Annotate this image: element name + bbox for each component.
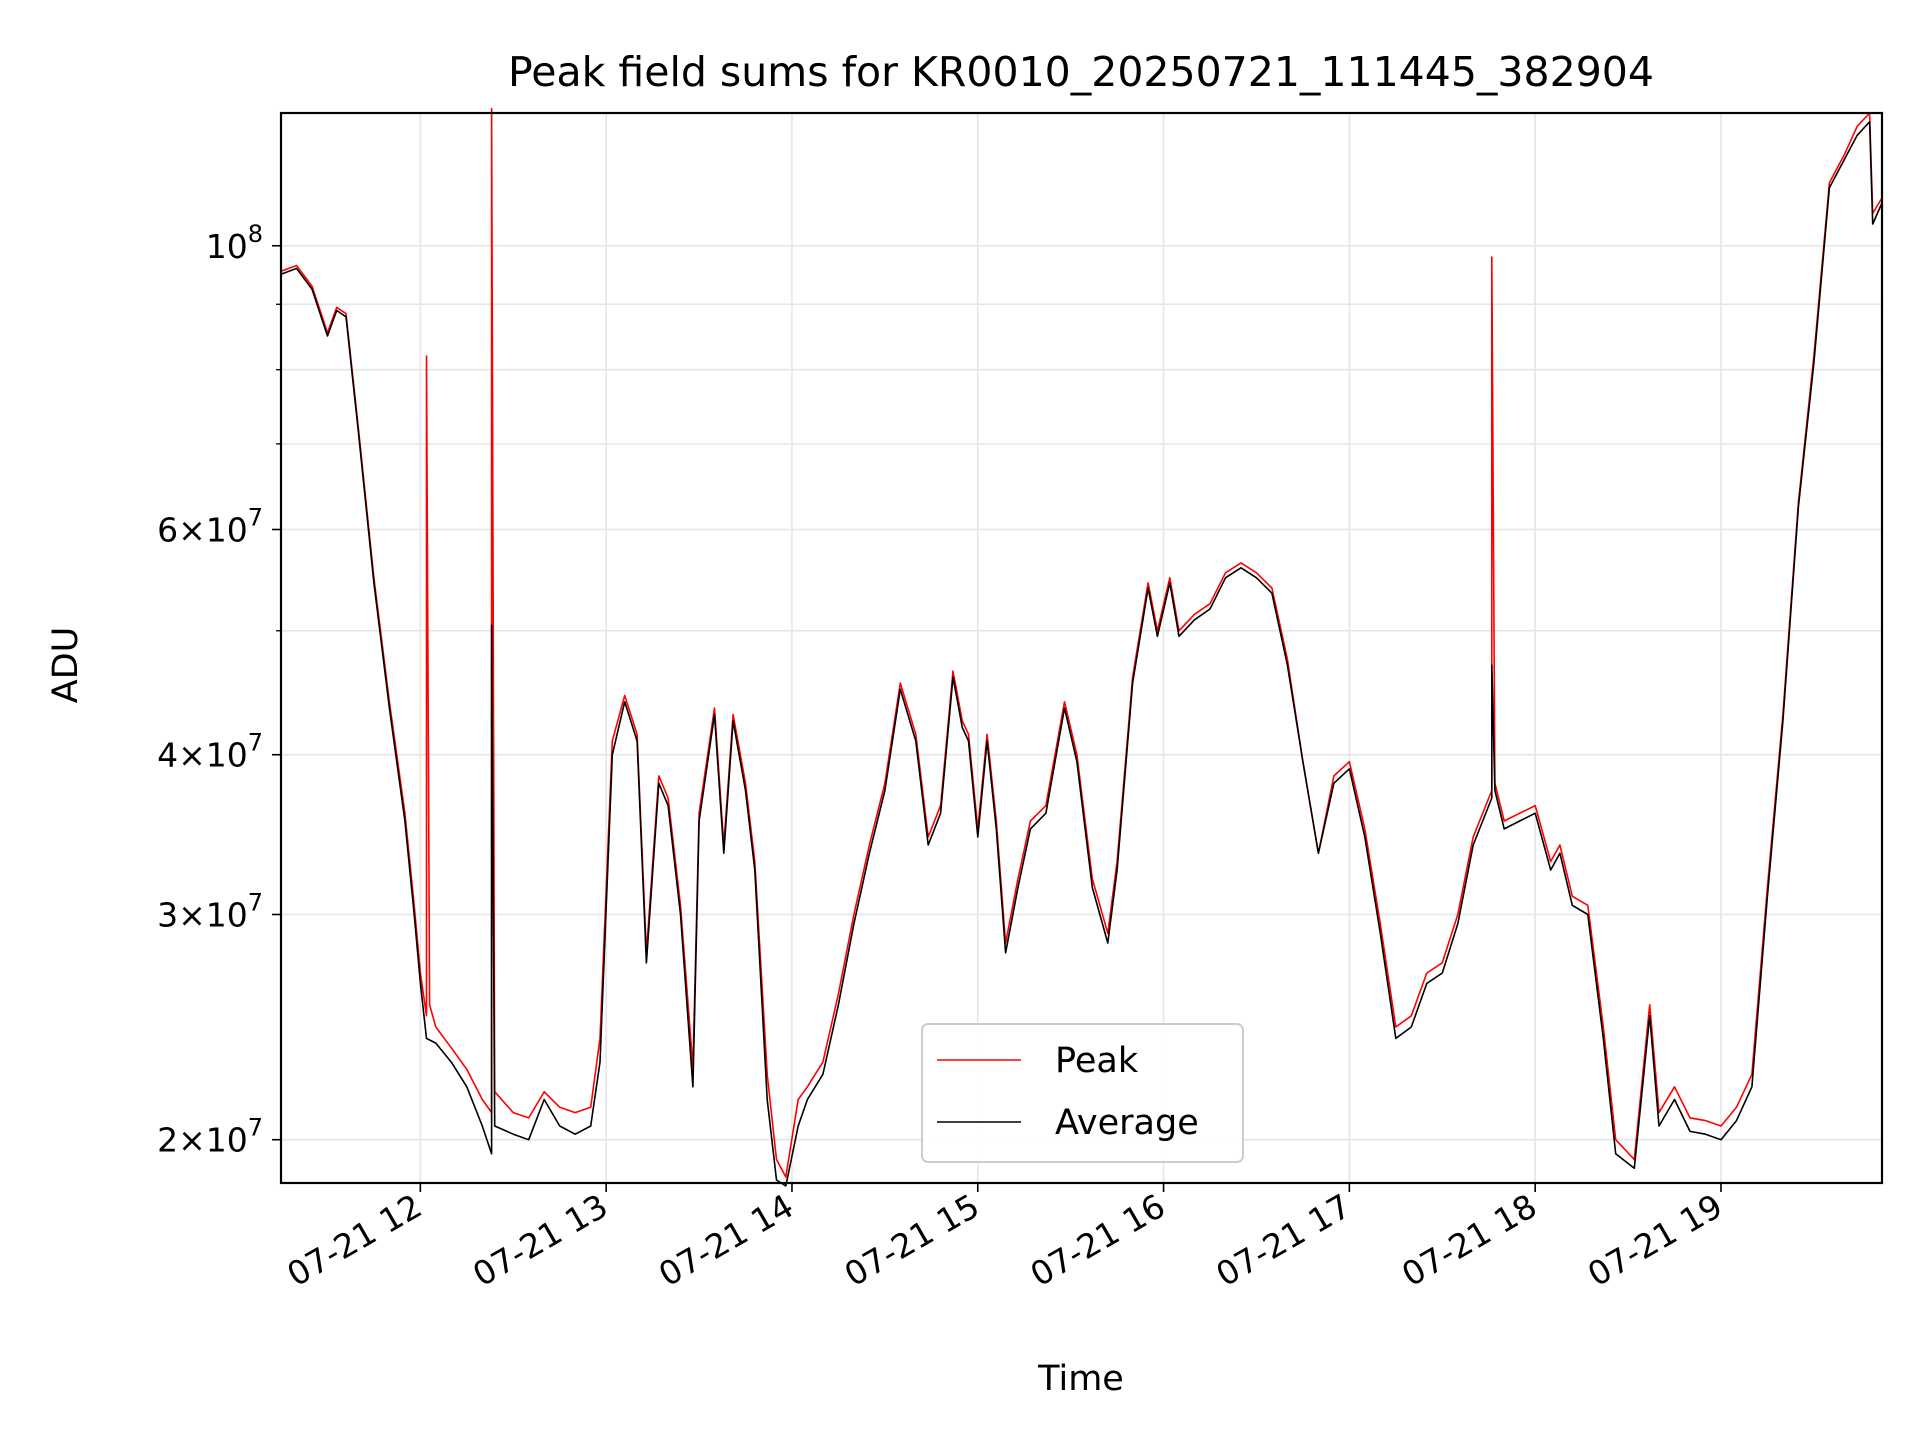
y-tick-base: 10 — [206, 227, 248, 266]
legend-box — [921, 1023, 1244, 1163]
y-axis-label: ADU — [46, 627, 86, 704]
legend-label-average: Average — [1055, 1103, 1199, 1143]
y-tick-label: 3×107 — [157, 888, 263, 934]
y-tick-exponent: 7 — [248, 888, 263, 916]
y-tick-times: ×10 — [178, 736, 248, 775]
y-tick-label: 6×107 — [157, 503, 263, 549]
plot-area — [280, 107, 1883, 1187]
y-tick-label: 108 — [206, 220, 263, 266]
y-tick-exponent: 7 — [248, 729, 263, 757]
legend: Peak Average — [921, 1023, 1244, 1163]
grid — [281, 113, 1882, 1183]
y-tick-mantissa: 6 — [157, 510, 178, 549]
y-tick-mantissa: 3 — [157, 895, 178, 934]
y-tick-mantissa: 4 — [157, 736, 178, 775]
y-tick-times: ×10 — [178, 895, 248, 934]
y-tick-mantissa: 2 — [157, 1121, 178, 1160]
y-tick-times: ×10 — [178, 510, 248, 549]
y-tick-label: 4×107 — [157, 729, 263, 775]
y-tick-times: ×10 — [178, 1121, 248, 1160]
y-tick-label: 2×107 — [157, 1114, 263, 1160]
x-axis-label: Time — [1037, 1359, 1124, 1399]
y-tick-exponent: 7 — [248, 1114, 263, 1142]
y-tick-exponent: 8 — [248, 220, 263, 248]
plot-frame — [279, 111, 1884, 1185]
series-line-average — [280, 121, 1883, 1187]
legend-label-peak: Peak — [1055, 1041, 1139, 1081]
chart-title: Peak field sums for KR0010_20250721_1114… — [508, 48, 1654, 96]
y-tick-exponent: 7 — [248, 503, 263, 531]
